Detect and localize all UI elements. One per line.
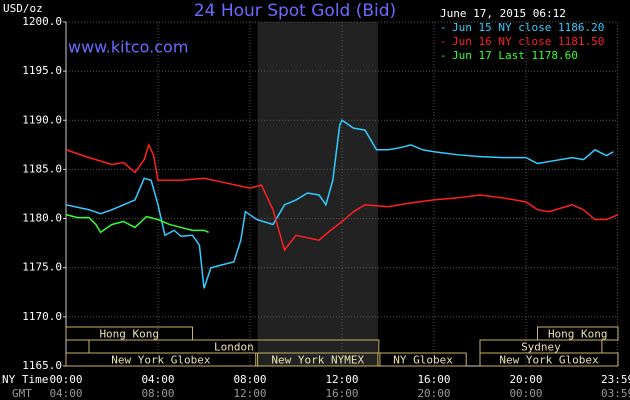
- session-bar: [479, 352, 619, 367]
- y-tick-label: 1200.0: [22, 15, 62, 28]
- legend-entry: Jun 17 Last 1178.60: [452, 49, 578, 62]
- gmt-tick-label: 04:00: [49, 387, 82, 400]
- gmt-tick-label: 00:00: [509, 387, 542, 400]
- gmt-tick-label: 08:00: [141, 387, 174, 400]
- gmt-tick-label: 03:59: [601, 387, 630, 400]
- x-tick-label: 00:00: [49, 373, 82, 386]
- series-line: [65, 213, 209, 234]
- x-tick-label: 16:00: [417, 373, 450, 386]
- x-tick-label: 04:00: [141, 373, 174, 386]
- legend-marker: -: [440, 35, 447, 48]
- site-label: www.kitco.com: [68, 38, 188, 57]
- session-label: London: [214, 341, 254, 354]
- session-bar: [257, 352, 379, 367]
- chart-title: 24 Hour Spot Gold (Bid): [194, 1, 396, 21]
- session-label: Sydney: [521, 341, 561, 354]
- x-tick-label: 12:00: [325, 373, 358, 386]
- x-tick-label: 20:00: [509, 373, 542, 386]
- y-tick-label: 1170.0: [22, 310, 62, 323]
- y-tick-label: 1180.0: [22, 212, 62, 225]
- session-label: Hong Kong: [548, 328, 608, 341]
- gmt-tick-label: 16:00: [325, 387, 358, 400]
- y-tick-label: 1190.0: [22, 113, 62, 126]
- y-tick-label: 1185.0: [22, 162, 62, 175]
- session-bar: [379, 352, 467, 367]
- series-line: [65, 142, 619, 252]
- session-label: New York NYMEX: [271, 354, 364, 367]
- x-row-label: GMT: [12, 387, 32, 400]
- series-line: [65, 119, 614, 289]
- x-row-label: NY Time: [2, 373, 48, 386]
- y-axis-label: USD/oz: [3, 2, 43, 15]
- legend-marker: -: [440, 49, 447, 62]
- y-tick-label: 1195.0: [22, 64, 62, 77]
- gmt-tick-label: 12:00: [233, 387, 266, 400]
- session-label: NY Globex: [393, 354, 453, 367]
- session-label: New York Globex: [111, 354, 211, 367]
- gmt-tick-label: 20:00: [417, 387, 450, 400]
- shaded-band: [257, 22, 378, 366]
- session-label: New York Globex: [499, 354, 599, 367]
- legend-entry: Jun 16 NY close 1181.50: [452, 35, 604, 48]
- session-label: Hong Kong: [99, 328, 159, 341]
- session-bar: [65, 352, 257, 367]
- timestamp: June 17, 2015 06:12: [440, 7, 566, 20]
- y-tick-label: 1165.0: [22, 359, 62, 372]
- x-tick-label: 23:59: [601, 373, 630, 386]
- y-tick-label: 1175.0: [22, 261, 62, 274]
- legend-entry: Jun 15 NY close 1186.20: [452, 21, 604, 34]
- legend-marker: -: [440, 21, 447, 34]
- x-tick-label: 08:00: [233, 373, 266, 386]
